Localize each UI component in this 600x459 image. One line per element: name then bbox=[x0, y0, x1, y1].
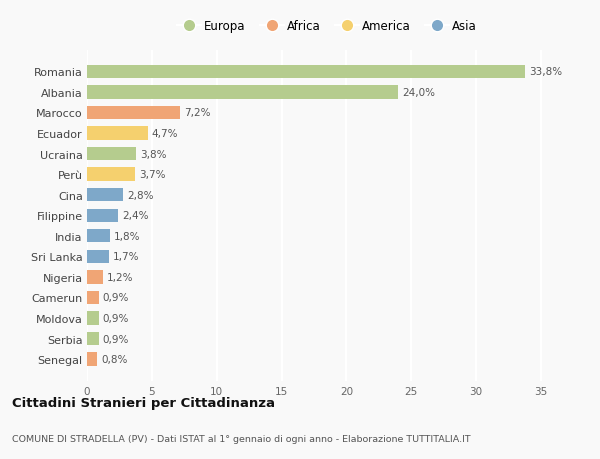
Bar bbox=[87, 66, 526, 79]
Bar bbox=[87, 332, 98, 346]
Bar bbox=[87, 168, 135, 181]
Bar bbox=[87, 147, 136, 161]
Text: Cittadini Stranieri per Cittadinanza: Cittadini Stranieri per Cittadinanza bbox=[12, 396, 275, 409]
Text: COMUNE DI STRADELLA (PV) - Dati ISTAT al 1° gennaio di ogni anno - Elaborazione : COMUNE DI STRADELLA (PV) - Dati ISTAT al… bbox=[12, 434, 470, 442]
Bar bbox=[87, 86, 398, 99]
Text: 2,4%: 2,4% bbox=[122, 211, 149, 221]
Text: 0,9%: 0,9% bbox=[103, 334, 129, 344]
Bar bbox=[87, 271, 103, 284]
Text: 0,9%: 0,9% bbox=[103, 313, 129, 323]
Bar bbox=[87, 230, 110, 243]
Text: 7,2%: 7,2% bbox=[184, 108, 211, 118]
Bar bbox=[87, 189, 124, 202]
Text: 0,8%: 0,8% bbox=[101, 354, 128, 364]
Text: 4,7%: 4,7% bbox=[152, 129, 178, 139]
Bar bbox=[87, 250, 109, 263]
Bar bbox=[87, 127, 148, 140]
Bar bbox=[87, 106, 181, 120]
Bar bbox=[87, 209, 118, 223]
Text: 2,8%: 2,8% bbox=[127, 190, 154, 200]
Text: 3,8%: 3,8% bbox=[140, 149, 167, 159]
Bar bbox=[87, 312, 98, 325]
Text: 3,7%: 3,7% bbox=[139, 170, 166, 180]
Legend: Europa, Africa, America, Asia: Europa, Africa, America, Asia bbox=[172, 16, 482, 38]
Text: 24,0%: 24,0% bbox=[402, 88, 435, 98]
Text: 1,8%: 1,8% bbox=[114, 231, 141, 241]
Bar bbox=[87, 353, 97, 366]
Text: 1,2%: 1,2% bbox=[106, 272, 133, 282]
Text: 1,7%: 1,7% bbox=[113, 252, 139, 262]
Bar bbox=[87, 291, 98, 304]
Text: 33,8%: 33,8% bbox=[529, 67, 563, 77]
Text: 0,9%: 0,9% bbox=[103, 293, 129, 303]
